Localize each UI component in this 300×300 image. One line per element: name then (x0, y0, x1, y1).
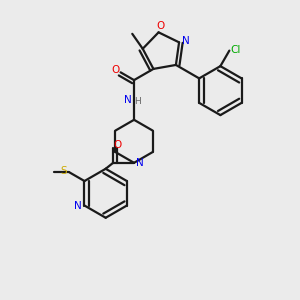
Text: O: O (156, 21, 164, 32)
Text: N: N (124, 94, 131, 104)
Text: N: N (74, 201, 82, 211)
Text: O: O (113, 140, 122, 151)
Text: Cl: Cl (231, 45, 241, 55)
Text: H: H (134, 97, 141, 106)
Text: S: S (60, 166, 67, 176)
Text: N: N (136, 158, 144, 168)
Text: O: O (111, 65, 119, 75)
Text: N: N (182, 36, 190, 46)
